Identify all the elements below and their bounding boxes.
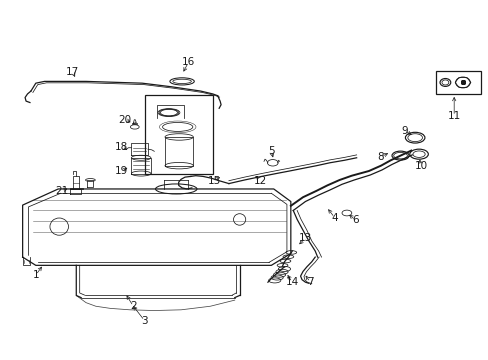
Text: 17: 17 bbox=[66, 67, 80, 77]
Text: 14: 14 bbox=[285, 277, 298, 287]
Text: 10: 10 bbox=[414, 161, 427, 171]
Text: 15: 15 bbox=[207, 176, 221, 186]
Text: 18: 18 bbox=[115, 142, 128, 152]
Text: 12: 12 bbox=[253, 176, 266, 186]
Text: 13: 13 bbox=[298, 233, 311, 243]
Text: 16: 16 bbox=[182, 57, 195, 67]
Text: 6: 6 bbox=[352, 215, 358, 225]
Text: 3: 3 bbox=[141, 316, 147, 325]
Bar bbox=[144, 95, 212, 174]
Text: 2: 2 bbox=[130, 301, 136, 311]
Text: 19: 19 bbox=[115, 166, 128, 176]
Text: 5: 5 bbox=[267, 145, 274, 156]
Text: 9: 9 bbox=[400, 126, 407, 135]
Bar bbox=[435, 71, 480, 94]
Text: 11: 11 bbox=[447, 111, 460, 121]
Text: 4: 4 bbox=[331, 213, 337, 222]
Text: 7: 7 bbox=[306, 277, 313, 287]
Text: 1: 1 bbox=[32, 270, 39, 280]
Text: 8: 8 bbox=[377, 152, 384, 162]
Text: 21: 21 bbox=[55, 186, 68, 197]
Text: 20: 20 bbox=[118, 115, 131, 125]
